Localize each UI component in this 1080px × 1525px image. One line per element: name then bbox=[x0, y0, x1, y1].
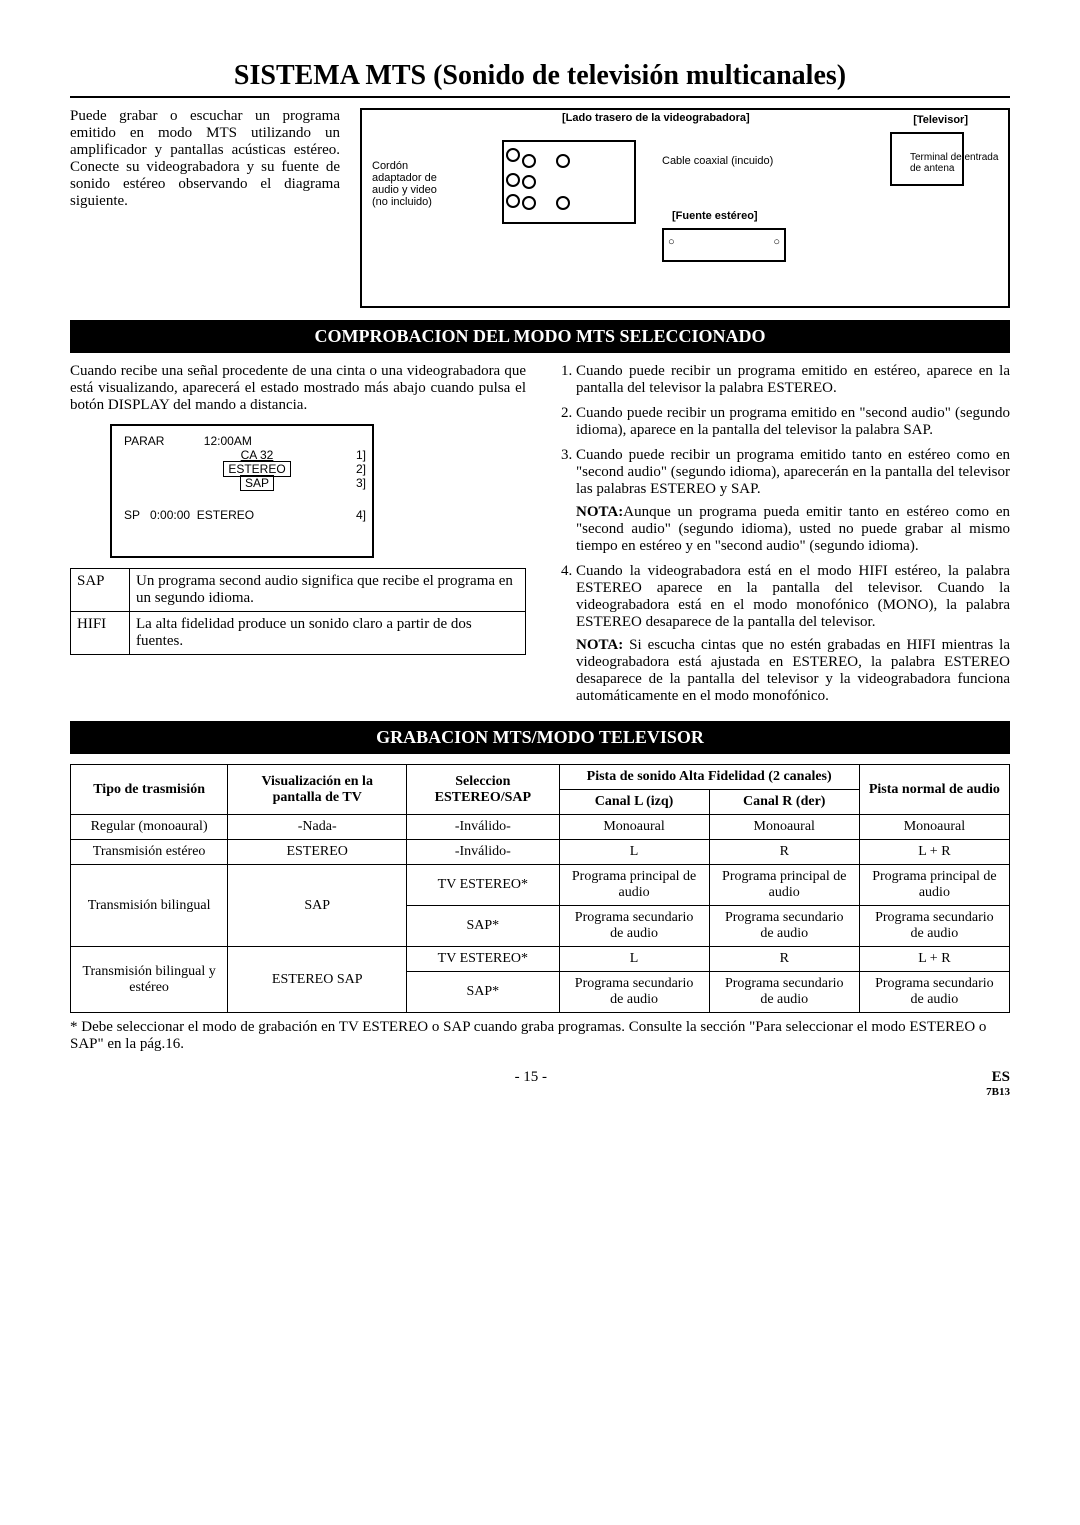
td: Programa secundario de audio bbox=[709, 972, 859, 1013]
table-row: SAP Un programa second audio significa q… bbox=[71, 569, 526, 612]
diagram-tv-label: [Televisor] bbox=[913, 114, 968, 126]
diagram-coax-label: Cable coaxial (incuido) bbox=[662, 155, 773, 167]
td: -Nada- bbox=[228, 815, 407, 840]
disp-n3: 3] bbox=[356, 476, 366, 490]
list-item: Cuando puede recibir un programa emitido… bbox=[576, 363, 1010, 397]
td: ESTEREO SAP bbox=[228, 947, 407, 1013]
grabacion-table: Tipo de trasmisión Visualización en la p… bbox=[70, 764, 1010, 1013]
hifi-key: HIFI bbox=[71, 612, 130, 655]
td: SAP* bbox=[407, 906, 559, 947]
td: -Inválido- bbox=[407, 815, 559, 840]
hifi-val: La alta fidelidad produce un sonido clar… bbox=[130, 612, 526, 655]
th-canal-l: Canal L (izq) bbox=[559, 790, 709, 815]
th-vis: Visualización en la pantalla de TV bbox=[228, 765, 407, 815]
list-item: Cuando puede recibir un programa emitido… bbox=[576, 447, 1010, 555]
td: Monoaural bbox=[709, 815, 859, 840]
page-num-text: - 15 - bbox=[515, 1069, 548, 1085]
td: L bbox=[559, 840, 709, 865]
disp-estereo2: ESTEREO bbox=[197, 508, 254, 522]
note4-text: Si escucha cintas que no estén grabadas … bbox=[576, 637, 1010, 704]
td: SAP* bbox=[407, 972, 559, 1013]
th-tipo: Tipo de trasmisión bbox=[71, 765, 228, 815]
note3-label: NOTA: bbox=[576, 504, 623, 520]
diagram-back-label: [Lado trasero de la videograbadora] bbox=[562, 112, 750, 124]
table-row: Tipo de trasmisión Visualización en la p… bbox=[71, 765, 1010, 790]
intro-text: Puede grabar o escuchar un programa emit… bbox=[70, 108, 340, 308]
td: L + R bbox=[859, 947, 1009, 972]
two-column-section: Cuando recibe una señal procedente de un… bbox=[70, 363, 1010, 713]
table-row: Regular (monoaural) -Nada- -Inválido- Mo… bbox=[71, 815, 1010, 840]
top-row: Puede grabar o escuchar un programa emit… bbox=[70, 108, 1010, 308]
td: Transmisión bilingual bbox=[71, 865, 228, 947]
td: Programa principal de audio bbox=[709, 865, 859, 906]
td: ESTEREO bbox=[228, 840, 407, 865]
right-column: Cuando puede recibir un programa emitido… bbox=[554, 363, 1010, 713]
disp-n4: 4] bbox=[356, 508, 366, 522]
numbered-list: Cuando puede recibir un programa emitido… bbox=[554, 363, 1010, 705]
diagram-cord-label: Cordón adaptador de audio y video (no in… bbox=[372, 160, 452, 208]
td: TV ESTEREO* bbox=[407, 947, 559, 972]
disp-parar: PARAR bbox=[124, 434, 164, 448]
disp-n2: 2] bbox=[356, 462, 366, 476]
td: Transmisión estéreo bbox=[71, 840, 228, 865]
tv-display-box: PARAR 12:00AM CA 32 1] ESTEREO 2] SAP 3]… bbox=[110, 424, 374, 558]
table-row: HIFI La alta fidelidad produce un sonido… bbox=[71, 612, 526, 655]
td: L + R bbox=[859, 840, 1009, 865]
li3-text: Cuando puede recibir un programa emitido… bbox=[576, 447, 1010, 497]
sap-key: SAP bbox=[71, 569, 130, 612]
td: Transmisión bilingual y estéreo bbox=[71, 947, 228, 1013]
th-pista-normal: Pista normal de audio bbox=[859, 765, 1009, 815]
td: R bbox=[709, 947, 859, 972]
disp-sp: SP bbox=[124, 508, 140, 522]
list-item: Cuando la videograbadora está en el modo… bbox=[576, 563, 1010, 705]
td: Programa secundario de audio bbox=[859, 972, 1009, 1013]
disp-ca: CA 32 bbox=[241, 448, 274, 462]
td: Programa secundario de audio bbox=[559, 972, 709, 1013]
th-sel: Seleccion ESTEREO/SAP bbox=[407, 765, 559, 815]
sap-hifi-table: SAP Un programa second audio significa q… bbox=[70, 568, 526, 655]
td: Regular (monoaural) bbox=[71, 815, 228, 840]
td: Monoaural bbox=[859, 815, 1009, 840]
td: Programa principal de audio bbox=[859, 865, 1009, 906]
td: TV ESTEREO* bbox=[407, 865, 559, 906]
td: -Inválido- bbox=[407, 840, 559, 865]
th-canal-r: Canal R (der) bbox=[709, 790, 859, 815]
section-bar-comprobacion: COMPROBACION DEL MODO MTS SELECCIONADO bbox=[70, 320, 1010, 353]
vcr-box bbox=[502, 140, 636, 224]
list-item: Cuando puede recibir un programa emitido… bbox=[576, 405, 1010, 439]
tv-box bbox=[890, 132, 964, 186]
footnote: * Debe seleccionar el modo de grabación … bbox=[70, 1019, 1010, 1053]
table-row: Transmisión estéreo ESTEREO -Inválido- L… bbox=[71, 840, 1010, 865]
connection-diagram: [Lado trasero de la videograbadora] [Tel… bbox=[360, 108, 1010, 308]
sap-val: Un programa second audio significa que r… bbox=[130, 569, 526, 612]
disp-time: 12:00AM bbox=[204, 434, 252, 448]
td: Monoaural bbox=[559, 815, 709, 840]
td: L bbox=[559, 947, 709, 972]
stereo-box: ○○ bbox=[662, 228, 786, 262]
td: Programa secundario de audio bbox=[859, 906, 1009, 947]
td: Programa principal de audio bbox=[559, 865, 709, 906]
table-row: Transmisión bilingual SAP TV ESTEREO* Pr… bbox=[71, 865, 1010, 906]
section-bar-grabacion: GRABACION MTS/MODO TELEVISOR bbox=[70, 721, 1010, 754]
table-row: Transmisión bilingual y estéreo ESTEREO … bbox=[71, 947, 1010, 972]
note3-text: Aunque un programa pueda emitir tanto en… bbox=[576, 504, 1010, 554]
td: SAP bbox=[228, 865, 407, 947]
doc-code: 7B13 bbox=[986, 1086, 1010, 1098]
page-title: SISTEMA MTS (Sonido de televisión multic… bbox=[70, 60, 1010, 98]
diagram-stereo-label: [Fuente estéreo] bbox=[672, 210, 758, 222]
disp-counter: 0:00:00 bbox=[150, 508, 190, 522]
disp-n1: 1] bbox=[356, 448, 366, 462]
es-label: ES bbox=[992, 1069, 1010, 1086]
li4-text: Cuando la videograbadora está en el modo… bbox=[576, 563, 1010, 630]
th-pista-hf: Pista de sonido Alta Fidelidad (2 canale… bbox=[559, 765, 859, 790]
td: Programa secundario de audio bbox=[559, 906, 709, 947]
td: R bbox=[709, 840, 859, 865]
left-column: Cuando recibe una señal procedente de un… bbox=[70, 363, 526, 713]
page-number: - 15 - ES bbox=[70, 1069, 1010, 1086]
td: Programa secundario de audio bbox=[709, 906, 859, 947]
note4-label: NOTA: bbox=[576, 637, 623, 653]
disp-sap: SAP bbox=[240, 475, 274, 491]
left-p1: Cuando recibe una señal procedente de un… bbox=[70, 363, 526, 414]
